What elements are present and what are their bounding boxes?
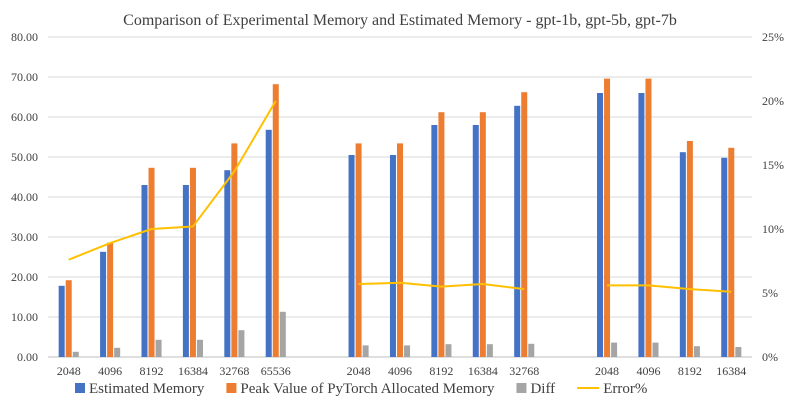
y-right-tick-label: 10%	[762, 222, 784, 236]
bar	[528, 343, 535, 357]
bar	[445, 344, 452, 357]
bar	[348, 155, 355, 357]
bar	[196, 339, 203, 357]
y-left-tick-label: 80.00	[11, 30, 38, 44]
line-series	[68, 100, 732, 293]
x-tick-label: 65536	[261, 364, 291, 378]
y-left-tick-label: 10.00	[11, 310, 38, 324]
bar	[362, 345, 369, 357]
bar	[438, 112, 445, 357]
bar	[721, 157, 728, 357]
legend-label: Estimated Memory	[89, 381, 205, 397]
bar	[404, 345, 411, 357]
bar	[486, 344, 493, 357]
y-left-tick-label: 30.00	[11, 230, 38, 244]
bar	[114, 347, 121, 357]
x-tick-label: 2048	[57, 364, 81, 378]
bar	[141, 185, 148, 357]
x-tick-label: 32768	[509, 364, 539, 378]
y-right-tick-label: 25%	[762, 30, 784, 44]
legend-swatch	[75, 383, 85, 393]
x-tick-label: 4096	[636, 364, 660, 378]
bar	[355, 143, 362, 357]
y-left-tick-label: 60.00	[11, 110, 38, 124]
bar	[72, 351, 79, 357]
x-tick-label: 16384	[468, 364, 498, 378]
bar	[652, 342, 659, 357]
legend-label: Peak Value of PyTorch Allocated Memory	[240, 381, 495, 397]
error-line	[68, 100, 277, 261]
bar	[58, 285, 65, 357]
bar	[728, 147, 735, 357]
x-tick-label: 2048	[595, 364, 619, 378]
bar	[231, 143, 238, 357]
y-right-tick-label: 5%	[762, 286, 778, 300]
x-tick-label: 16384	[178, 364, 208, 378]
bar	[645, 78, 652, 357]
bar	[479, 112, 486, 357]
bar	[272, 84, 279, 357]
bar-series	[58, 78, 742, 357]
bar	[107, 242, 114, 357]
bar	[611, 342, 618, 357]
bar	[189, 167, 196, 357]
bar	[472, 125, 479, 357]
bar	[693, 346, 700, 357]
bar	[686, 141, 693, 357]
bar	[389, 155, 396, 357]
bar	[679, 152, 686, 357]
bar	[265, 129, 272, 357]
y-axis-left: 0.00 10.00 20.00 30.00 40.00 50.00 60.00 70.00 8…	[11, 30, 38, 364]
y-right-tick-label: 20%	[762, 94, 784, 108]
bar	[604, 78, 611, 357]
y-left-tick-label: 20.00	[11, 270, 38, 284]
y-left-tick-label: 70.00	[11, 70, 38, 84]
bar	[279, 311, 286, 357]
y-left-tick-label: 40.00	[11, 190, 38, 204]
bar	[238, 330, 245, 357]
x-tick-label: 8192	[429, 364, 453, 378]
bar	[396, 143, 404, 357]
bar	[514, 105, 521, 357]
bar	[431, 125, 438, 357]
legend-label: Diff	[530, 381, 555, 397]
x-tick-label: 8192	[678, 364, 702, 378]
legend-swatch	[516, 383, 527, 393]
bar	[597, 93, 604, 357]
x-tick-label: 16384	[716, 364, 746, 378]
legend-label: Error%	[603, 381, 647, 397]
x-tick-label: 4096	[98, 364, 122, 378]
y-right-tick-label: 0%	[762, 350, 778, 364]
bar	[224, 170, 231, 357]
y-left-tick-label: 50.00	[11, 150, 38, 164]
x-tick-label: 32768	[219, 364, 249, 378]
legend-swatch	[226, 383, 237, 393]
bar	[148, 167, 155, 357]
x-tick-label: 2048	[347, 364, 371, 378]
x-tick-label: 8192	[140, 364, 164, 378]
bar	[155, 339, 162, 357]
bar	[65, 280, 72, 357]
x-tick-label: 4096	[388, 364, 412, 378]
legend: Estimated Memory Peak Value of PyTorch Al…	[75, 381, 647, 397]
bar	[638, 93, 645, 357]
bar	[521, 92, 528, 357]
bar	[735, 347, 742, 357]
y-axis-right: 0% 5% 10% 15% 20% 25%	[762, 30, 784, 364]
bar	[100, 251, 107, 357]
y-left-tick-label: 0.00	[17, 350, 38, 364]
bar	[182, 185, 189, 357]
x-axis-labels: 2048 4096 8192 16384 32768 65536 2048 4096 8192 1…	[57, 364, 747, 378]
chart-title: Comparison of Experimental Memory and Es…	[123, 12, 677, 29]
error-line	[607, 284, 732, 293]
y-right-tick-label: 15%	[762, 158, 784, 172]
